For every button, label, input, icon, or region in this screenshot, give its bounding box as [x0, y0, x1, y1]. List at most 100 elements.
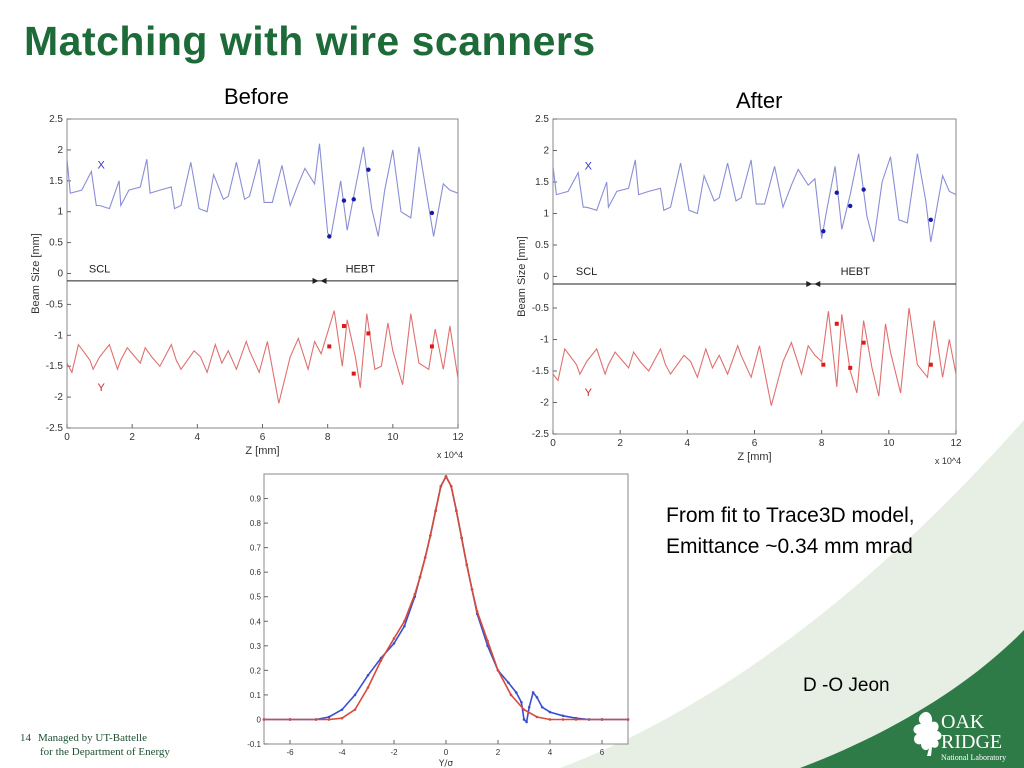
y-tick-label: 0.8 — [250, 519, 262, 528]
measured-profile-point — [520, 700, 523, 704]
x-exponent-label: x 10^4 — [437, 450, 463, 460]
fitted-profile-point — [626, 718, 630, 721]
fitted-profile-point — [548, 718, 552, 721]
x-tick-label: -4 — [338, 748, 346, 757]
fitted-profile-point — [444, 475, 448, 478]
measured-point-y — [861, 340, 866, 345]
beam-profile-chart: -6 -4 -2 0 2 4 6 -0.1 0 0.1 0.2 0.3 0.4 0.5 0.6 0.7 0.8 0… — [247, 473, 630, 768]
y-axis-label: Beam Size [mm] — [516, 236, 528, 317]
plot-area — [66, 118, 459, 429]
series-label-y: Y — [585, 387, 593, 399]
y-tick-label: 0.4 — [250, 617, 262, 626]
plot-area — [552, 118, 957, 435]
x-tick-label: 2 — [129, 432, 135, 443]
y-tick-label: 1.5 — [49, 176, 63, 187]
x-axis-label: Z [mm] — [737, 451, 771, 463]
fitted-profile-point — [439, 484, 443, 488]
fitted-profile-point — [455, 509, 458, 513]
oak-leaf-icon — [913, 711, 942, 756]
boundary-arrow-right — [806, 281, 813, 288]
section-label: SCL — [89, 263, 110, 275]
series-line-y — [552, 307, 957, 406]
x-tick-label: 12 — [950, 438, 962, 449]
fitted-profile-point — [434, 509, 437, 513]
fitted-profile-point — [522, 708, 526, 711]
fitted-profile-point — [449, 484, 453, 488]
y-tick-label: -2 — [54, 392, 63, 403]
measured-profile-point — [392, 642, 396, 645]
fitted-profile-point — [262, 718, 266, 721]
x-tick-label: 8 — [325, 432, 331, 443]
y-tick-label: 0.1 — [250, 691, 262, 700]
y-tick-label: 0 — [257, 715, 262, 724]
y-tick-label: 0.9 — [250, 495, 262, 504]
measured-point-x — [834, 190, 839, 195]
series-line-y — [66, 310, 459, 404]
fitted-profile-point — [314, 718, 318, 721]
measured-profile-point — [525, 720, 528, 724]
measured-profile-point — [403, 624, 406, 628]
fitted-profile-point — [465, 563, 469, 567]
measured-point-y — [429, 344, 434, 349]
section-label: HEBT — [346, 263, 376, 275]
measured-point-x — [861, 187, 866, 192]
x-axis-label: Y/σ — [438, 759, 454, 768]
x-tick-label: 2 — [617, 438, 623, 449]
fitted-profile-point — [460, 536, 463, 540]
oak-ridge-logo: OAK RIDGE National Laboratory — [913, 711, 1006, 762]
x-tick-label: 4 — [548, 748, 553, 757]
measured-profile-point — [514, 691, 518, 694]
fitted-profile-point — [496, 669, 500, 672]
fitted-profile-point — [327, 718, 331, 721]
y-tick-label: -1.5 — [532, 366, 550, 377]
x-tick-label: 6 — [260, 432, 266, 443]
measured-point-y — [327, 344, 332, 349]
fitted-profile-point — [475, 610, 479, 613]
measured-point-x — [928, 217, 934, 222]
fitted-profile-point — [413, 592, 417, 596]
y-tick-label: 1 — [57, 207, 63, 218]
beam-size-chart-before: 0 2 4 6 8 10 12 -2.5 -2 -1.5 -1 -0.5 0 0.5 1 1.5 2 2.5 SCL… — [30, 114, 464, 460]
measured-profile-point — [527, 705, 531, 709]
measured-point-y — [928, 362, 933, 367]
note-line-2: Emittance ~0.34 mm mrad — [666, 535, 913, 558]
y-tick-label: 2.5 — [49, 114, 63, 125]
x-tick-label: 10 — [387, 432, 399, 443]
fitted-profile-point — [600, 718, 604, 721]
fitted-profile-point — [574, 718, 578, 721]
y-tick-label: -1 — [540, 335, 549, 346]
y-tick-label: -0.5 — [46, 299, 64, 310]
footer-line-2: for the Department of Energy — [40, 746, 170, 758]
fitted-profile-point — [470, 588, 474, 591]
series-line-x — [552, 153, 957, 243]
slide-title: Matching with wire scanners — [24, 18, 596, 64]
measured-profile-point — [507, 681, 510, 684]
measured-profile-point — [327, 715, 331, 719]
author-name: D -O Jeon — [803, 675, 890, 696]
y-tick-label: 1.5 — [535, 177, 549, 188]
y-tick-label: 0.5 — [250, 593, 262, 602]
boundary-arrow-left — [814, 281, 821, 288]
measured-point-y — [366, 331, 371, 336]
measured-point-x — [429, 210, 435, 216]
x-tick-label: 4 — [685, 438, 691, 449]
measured-point-x — [351, 197, 356, 202]
series-label-x: X — [585, 160, 593, 172]
x-tick-label: 6 — [752, 438, 758, 449]
measured-point-y — [848, 365, 853, 370]
measured-point-x — [821, 228, 826, 234]
y-tick-label: -2.5 — [532, 429, 550, 440]
x-tick-label: 0 — [444, 748, 449, 757]
beam-size-chart-after: 0 2 4 6 8 10 12 -2.5 -2 -1.5 -1 -0.5 0 0.5 1 1.5 2 2.5 SCL… — [516, 114, 962, 466]
measured-point-x — [327, 234, 332, 239]
x-tick-label: 8 — [819, 438, 825, 449]
measured-profile-point — [366, 673, 370, 677]
boundary-arrow-right — [312, 277, 319, 284]
fitted-profile-point — [486, 639, 489, 643]
after-label: After — [736, 88, 783, 113]
measured-profile-point — [548, 710, 552, 714]
measured-profile-point — [531, 691, 535, 694]
fitted-profile-point — [423, 556, 427, 559]
measured-profile-point — [340, 708, 344, 711]
fitted-profile-point — [403, 619, 406, 623]
